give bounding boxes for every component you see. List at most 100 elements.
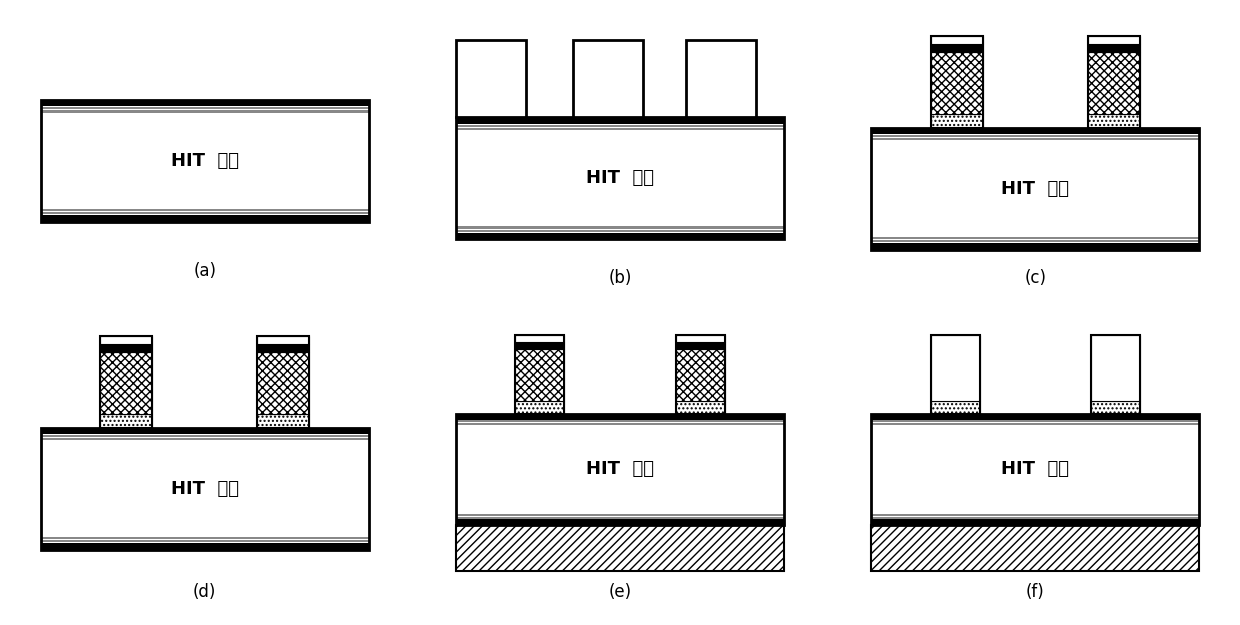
Bar	[41, 100, 368, 106]
Bar	[456, 525, 784, 571]
Text: (b): (b)	[609, 269, 631, 287]
Bar	[516, 335, 564, 414]
Bar	[41, 107, 368, 109]
Bar	[456, 229, 784, 232]
Bar	[676, 401, 724, 414]
Bar	[456, 117, 784, 124]
Text: HIT  基片: HIT 基片	[587, 461, 653, 479]
Bar	[872, 240, 1199, 242]
Bar	[872, 525, 1199, 571]
Bar	[872, 127, 1199, 134]
Bar	[872, 138, 1199, 141]
Bar	[1087, 36, 1140, 128]
Bar	[41, 428, 368, 550]
Bar	[872, 237, 1199, 239]
Bar	[456, 421, 784, 422]
Bar	[100, 344, 153, 352]
Bar	[257, 336, 309, 344]
Bar	[257, 352, 309, 414]
Bar	[257, 336, 309, 428]
Bar	[872, 423, 1199, 426]
Bar	[872, 421, 1199, 422]
Bar	[1091, 335, 1140, 414]
Bar	[931, 52, 983, 114]
Bar	[456, 516, 784, 519]
Bar	[516, 401, 564, 414]
Bar	[872, 514, 1199, 516]
Bar	[100, 414, 153, 428]
Text: (c): (c)	[1024, 269, 1047, 287]
Bar	[1087, 52, 1140, 114]
Bar	[41, 213, 368, 214]
Bar	[456, 514, 784, 516]
Bar	[931, 44, 983, 52]
Bar	[41, 435, 368, 437]
Bar	[41, 100, 368, 222]
Text: HIT  基片: HIT 基片	[171, 479, 238, 498]
Bar	[41, 215, 368, 222]
Bar	[931, 335, 980, 401]
Text: HIT  基片: HIT 基片	[1002, 179, 1069, 198]
Bar	[100, 336, 153, 428]
Bar	[456, 414, 784, 525]
Bar	[41, 428, 368, 550]
Bar	[931, 114, 983, 128]
Bar	[456, 117, 784, 239]
Bar	[456, 117, 784, 239]
Bar	[456, 414, 784, 420]
Bar	[456, 128, 784, 130]
Bar	[573, 41, 642, 117]
Text: HIT  基片: HIT 基片	[587, 169, 653, 187]
Bar	[516, 335, 564, 342]
Bar	[41, 209, 368, 211]
Bar	[676, 335, 724, 414]
Bar	[676, 349, 724, 401]
Text: (f): (f)	[1025, 582, 1044, 601]
Bar	[872, 414, 1199, 525]
Bar	[872, 519, 1199, 525]
Bar	[41, 540, 368, 542]
Bar	[676, 342, 724, 349]
Bar	[931, 335, 980, 414]
Bar	[872, 243, 1199, 250]
Bar	[456, 423, 784, 426]
Bar	[872, 135, 1199, 138]
Text: HIT  基片: HIT 基片	[1002, 461, 1069, 479]
Bar	[41, 100, 368, 222]
Bar	[456, 41, 526, 117]
Bar	[676, 335, 724, 342]
Bar	[1087, 44, 1140, 52]
Text: (e): (e)	[609, 582, 631, 601]
Bar	[686, 41, 756, 117]
Bar	[41, 111, 368, 112]
Bar	[1091, 401, 1140, 414]
Bar	[872, 414, 1199, 420]
Bar	[41, 438, 368, 441]
Bar	[872, 414, 1199, 525]
Bar	[931, 36, 983, 44]
Bar	[1091, 335, 1140, 401]
Bar	[456, 519, 784, 525]
Bar	[1087, 36, 1140, 44]
Bar	[456, 124, 784, 127]
Bar	[516, 349, 564, 401]
Bar	[1087, 114, 1140, 128]
Bar	[931, 36, 983, 128]
Text: (a): (a)	[193, 262, 216, 279]
Bar	[456, 232, 784, 239]
Bar	[456, 226, 784, 229]
Bar	[931, 401, 980, 414]
Bar	[516, 342, 564, 349]
Text: HIT  基片: HIT 基片	[171, 152, 238, 170]
Bar	[257, 414, 309, 428]
Bar	[41, 537, 368, 539]
Bar	[41, 428, 368, 434]
Bar	[41, 543, 368, 550]
Bar	[100, 352, 153, 414]
Text: (d): (d)	[193, 582, 216, 601]
Bar	[872, 127, 1199, 250]
Bar	[100, 336, 153, 344]
Bar	[872, 516, 1199, 519]
Bar	[872, 127, 1199, 250]
Bar	[257, 344, 309, 352]
